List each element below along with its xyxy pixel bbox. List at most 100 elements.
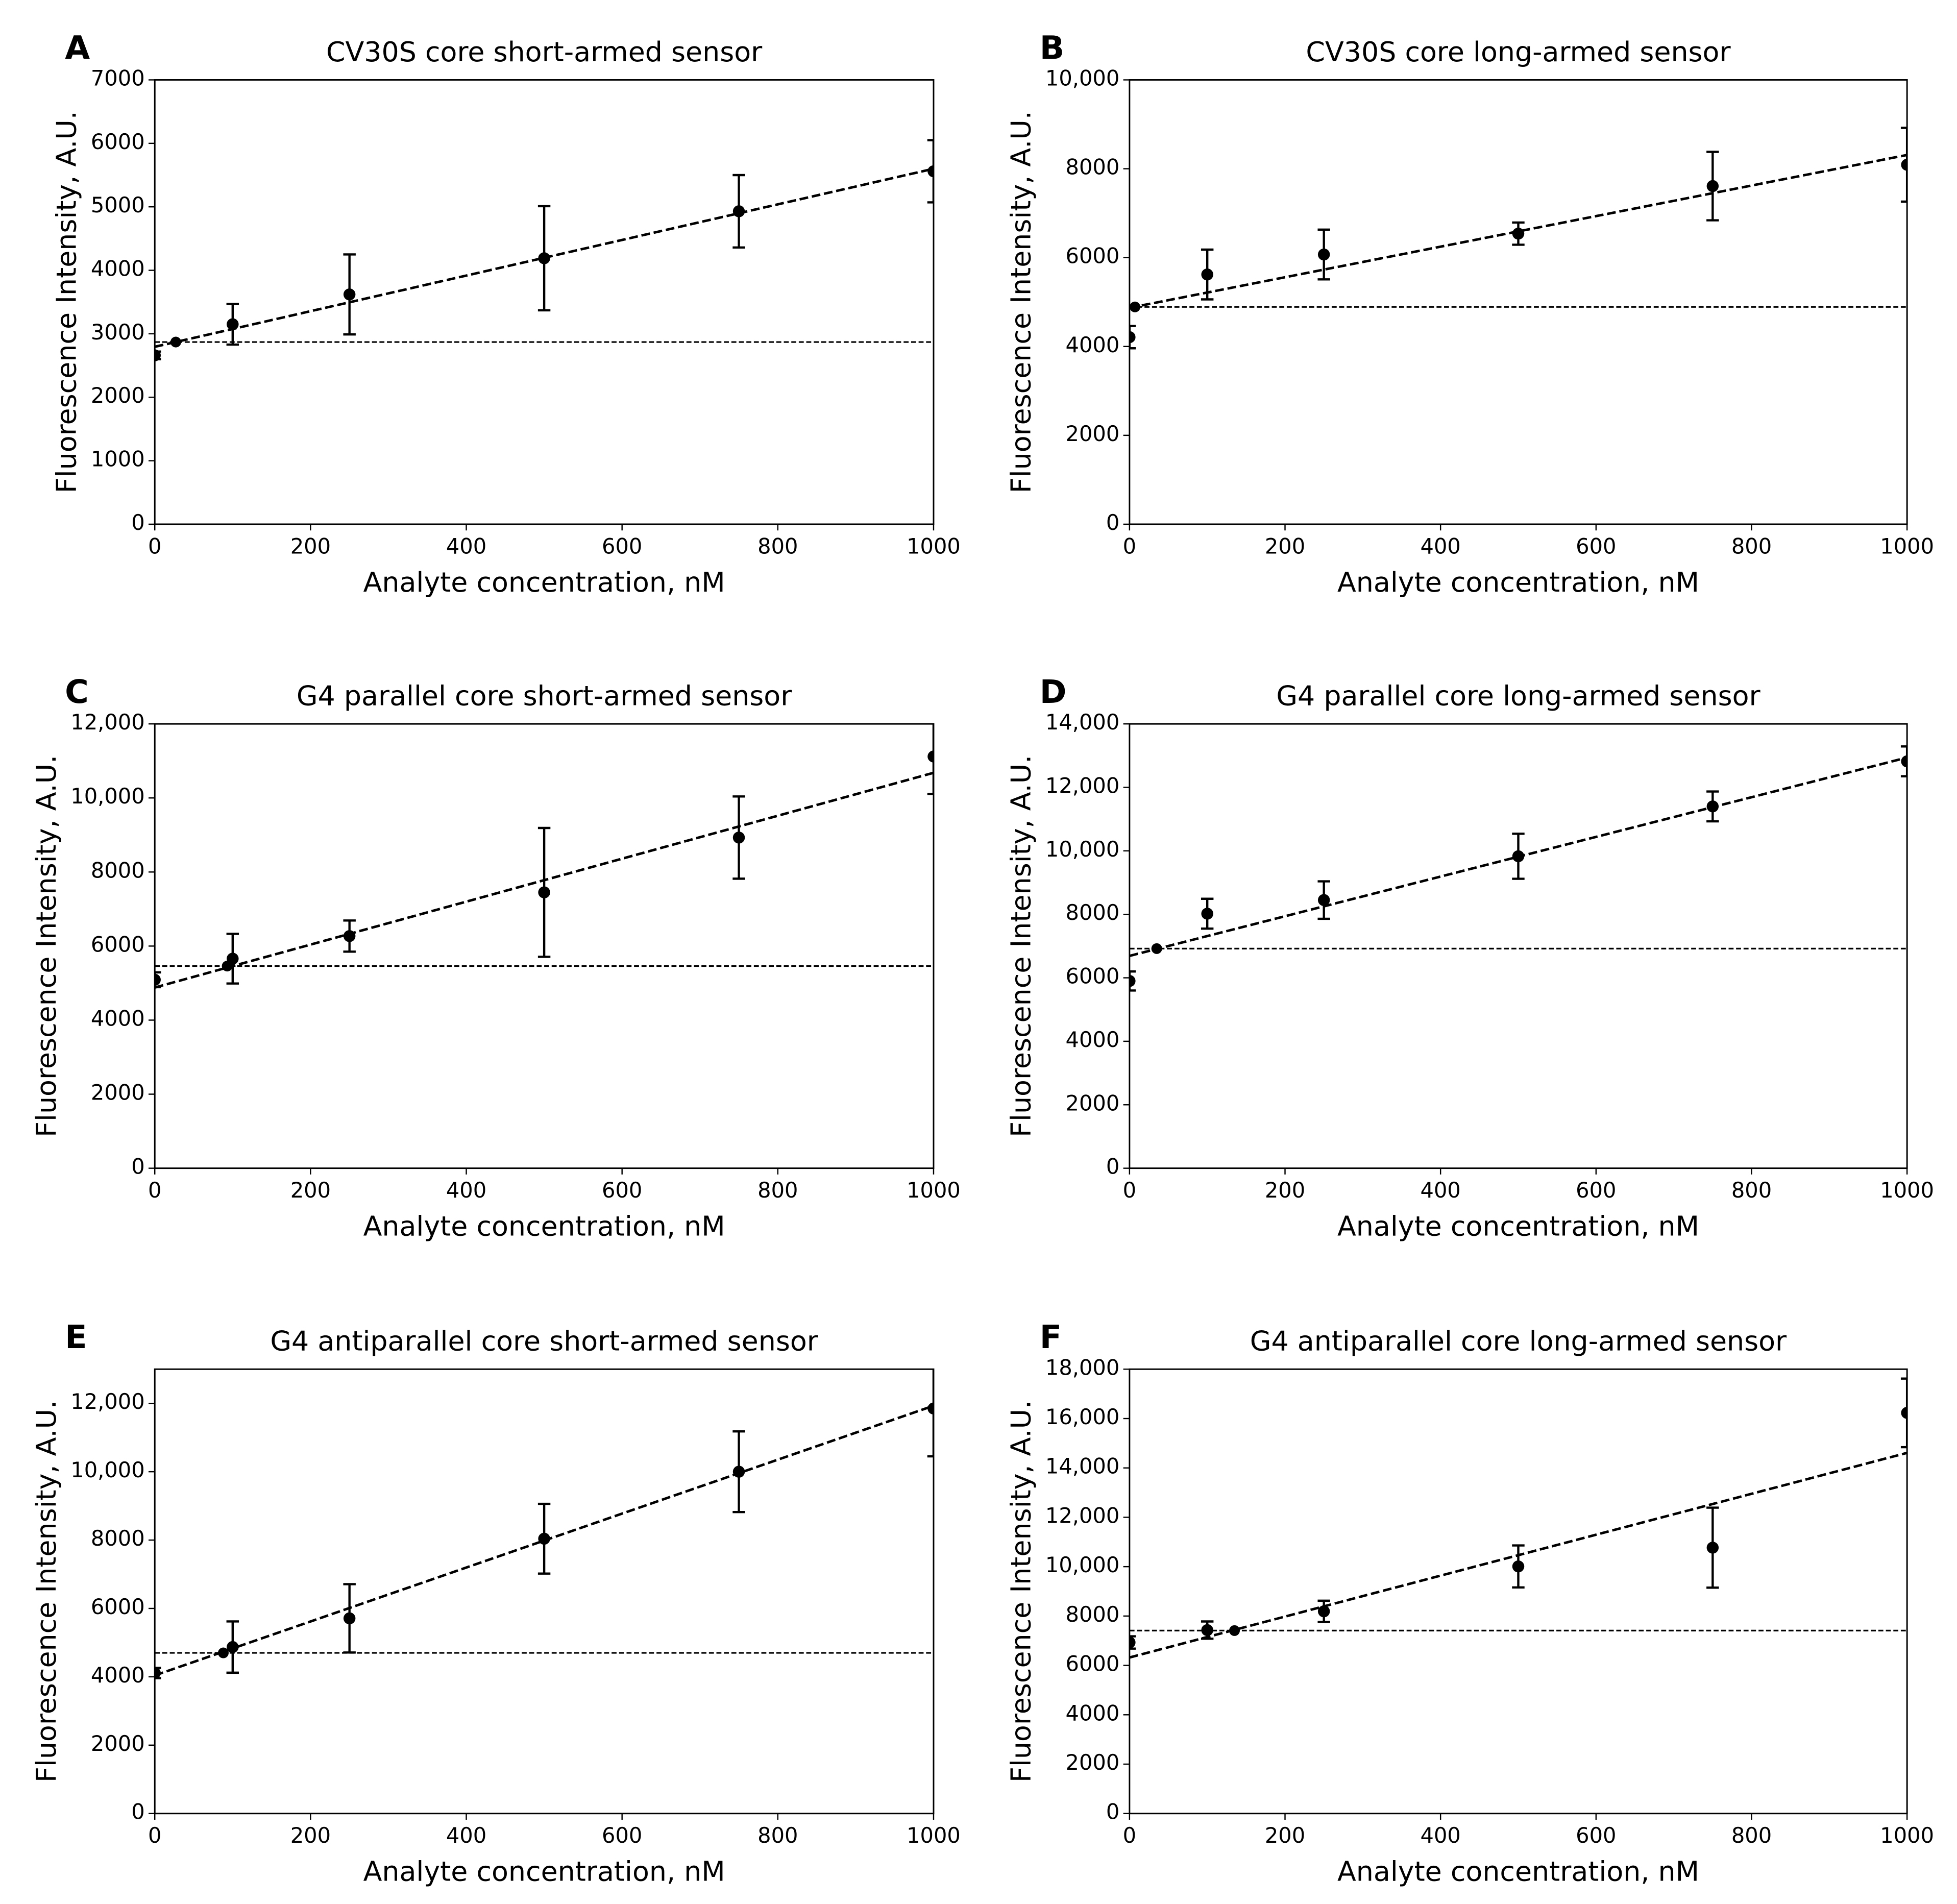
data-point: [1901, 1407, 1907, 1419]
data-point: [538, 1532, 550, 1545]
x-tick-label: 800: [757, 533, 798, 558]
axes-frame: [154, 723, 935, 1169]
x-tick-label: 600: [1576, 1178, 1616, 1203]
x-tick-label: 1000: [907, 1823, 961, 1848]
error-bar: [1900, 127, 1907, 203]
data-point: [1201, 1624, 1213, 1637]
data-point: [732, 1466, 745, 1478]
x-axis-label: Analyte concentration, nM: [1337, 1856, 1699, 1888]
y-tick-label: 6000: [1066, 1651, 1120, 1676]
axes-frame: [1129, 1368, 1908, 1815]
x-tick-label: 400: [446, 1823, 486, 1848]
x-tick-label: 1000: [1880, 533, 1934, 558]
x-tick-label: 200: [1265, 1178, 1305, 1203]
x-tick-label: 200: [1265, 533, 1305, 558]
panel: E G4 antiparallel core short-armed sensor…: [30, 1318, 961, 1888]
x-tick-label: 1000: [907, 533, 961, 558]
x-axis-label: Analyte concentration, nM: [1337, 566, 1699, 598]
y-tick-label: 2000: [91, 1731, 145, 1756]
data-point: [1317, 248, 1330, 261]
y-tick-label: 14,000: [1045, 1454, 1119, 1479]
y-tick-label: 12,000: [1045, 773, 1119, 798]
x-tick-label: 800: [1731, 1823, 1772, 1848]
data-point: [1129, 331, 1136, 344]
y-tick-label: 3000: [91, 320, 145, 345]
plot-area: [1129, 1377, 1907, 1659]
data-point: [343, 1612, 356, 1625]
data-point: [155, 973, 161, 986]
x-tick-label: 800: [1731, 1178, 1772, 1203]
data-point: [732, 205, 745, 217]
data-point: [343, 930, 356, 942]
data-point: [343, 288, 356, 301]
x-tick-label: 800: [1731, 533, 1772, 558]
axes-frame: [154, 79, 935, 525]
y-axis-label: Fluorescence Intensity, A.U.: [30, 1400, 62, 1783]
error-bar: [927, 724, 934, 795]
plot-area: [1129, 745, 1907, 992]
lod-point: [170, 336, 181, 348]
y-tick-label: 10,000: [1045, 837, 1119, 862]
lod-point: [1151, 943, 1162, 954]
data-point: [1201, 908, 1213, 920]
chart-title: G4 antiparallel core short-armed sensor: [270, 1325, 818, 1357]
data-point: [1706, 1542, 1719, 1554]
x-tick-label: 0: [148, 1178, 161, 1203]
data-point: [1317, 1605, 1330, 1618]
data-point: [1512, 227, 1525, 240]
y-tick-label: 8000: [91, 1526, 145, 1551]
y-tick-label: 4000: [1066, 1027, 1120, 1052]
plot-area: [155, 724, 934, 989]
error-bar: [155, 1667, 161, 1679]
fit-line: [1129, 154, 1907, 309]
axes-frame: [154, 1368, 935, 1815]
y-tick-label: 4000: [91, 1663, 145, 1688]
data-point: [227, 318, 239, 330]
y-tick-label: 8000: [91, 858, 145, 883]
chart-title: CV30S core short-armed sensor: [326, 36, 763, 68]
x-tick-label: 200: [1265, 1823, 1305, 1848]
y-tick-label: 7000: [91, 65, 145, 90]
x-tick-label: 200: [290, 1823, 331, 1848]
y-tick-label: 2000: [1066, 1090, 1120, 1115]
axes-frame: [1129, 79, 1908, 525]
x-tick-label: 0: [148, 533, 161, 558]
y-tick-label: 12,000: [1045, 1503, 1119, 1528]
y-axis-label: Fluorescence Intensity, A.U.: [30, 755, 62, 1137]
x-tick-label: 400: [1421, 1178, 1461, 1203]
chart-title: CV30S core long-armed sensor: [1306, 36, 1731, 68]
x-tick-label: 200: [290, 1178, 331, 1203]
x-tick-label: 1000: [1880, 1178, 1934, 1203]
y-tick-label: 8000: [1066, 900, 1120, 925]
x-tick-label: 1000: [907, 1178, 961, 1203]
lod-point: [1229, 1625, 1240, 1636]
error-bar: [1129, 325, 1136, 350]
panel-label: D: [1040, 673, 1067, 711]
panel: D G4 parallel core long-armed sensor Analy…: [1005, 673, 1934, 1242]
error-bar: [1129, 970, 1136, 992]
data-point: [1512, 850, 1525, 863]
data-point: [927, 750, 934, 763]
error-bar: [927, 139, 934, 204]
data-point: [538, 886, 550, 898]
x-tick-label: 800: [757, 1823, 798, 1848]
data-point: [927, 1402, 934, 1415]
data-point: [732, 832, 745, 844]
panel-label: F: [1040, 1318, 1062, 1356]
y-tick-label: 8000: [1066, 1602, 1120, 1627]
data-point: [1129, 975, 1136, 987]
lod-point: [1130, 301, 1141, 312]
panel: A CV30S core short-armed sensor Analyte co…: [51, 29, 961, 598]
y-tick-label: 0: [1106, 510, 1119, 535]
data-point: [1901, 755, 1907, 768]
panel: F G4 antiparallel core long-armed sensor A…: [1005, 1318, 1934, 1888]
x-tick-label: 400: [1421, 1823, 1461, 1848]
y-tick-label: 0: [131, 1799, 144, 1824]
y-tick-label: 8000: [1066, 155, 1120, 180]
plot-area: [1129, 127, 1907, 350]
x-tick-label: 1000: [1880, 1823, 1934, 1848]
y-axis-label: Fluorescence Intensity, A.U.: [1005, 111, 1037, 493]
y-tick-label: 4000: [1066, 1700, 1120, 1725]
